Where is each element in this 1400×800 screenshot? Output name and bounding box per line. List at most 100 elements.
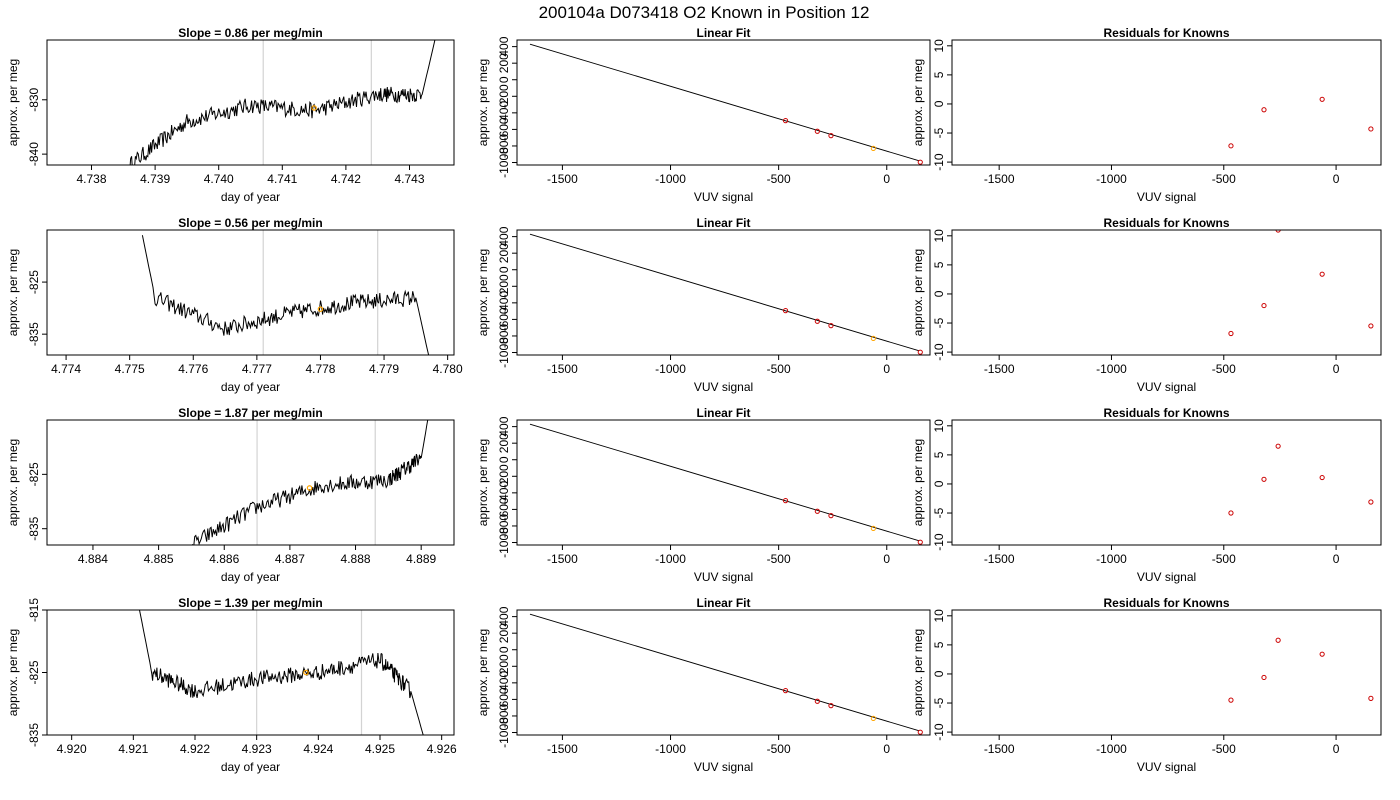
panel-title: Linear Fit: [696, 406, 750, 420]
y-tick-label: -5: [932, 697, 946, 708]
sample-marker: [303, 669, 309, 676]
y-axis-label: approx. per meg: [476, 629, 490, 716]
plot-frame: [516, 609, 931, 736]
y-tick-label: 0: [497, 266, 511, 273]
y-axis-label: approx. per meg: [476, 249, 490, 336]
y-tick-label: 5: [932, 641, 946, 648]
plot-area: [529, 613, 923, 735]
y-tick-label: -830: [27, 87, 41, 111]
plot-area: [1228, 96, 1374, 149]
x-tick-label: 4.924: [303, 742, 333, 756]
known-point: [917, 349, 923, 355]
y-axis-label: approx. per meg: [911, 439, 925, 526]
y-tick-label: -1000: [497, 337, 511, 368]
panel-fit-row2: Linear Fit-1500 -1000 -500 0-1000-800-600-4…: [476, 216, 931, 394]
residual-point: [1319, 271, 1325, 277]
y-tick-label: -10: [932, 533, 946, 551]
y-tick-label: -10: [932, 343, 946, 361]
y-tick-label: 200: [497, 623, 511, 643]
panel-title: Slope = 1.87 per meg/min: [178, 406, 322, 420]
x-axis-label: day of year: [221, 570, 280, 584]
y-tick-label: -200: [497, 84, 511, 108]
known-point: [814, 318, 820, 324]
x-tick-label: -500: [767, 742, 791, 756]
y-axis-label: approx. per meg: [911, 629, 925, 716]
x-tick-label: -1000: [655, 552, 686, 566]
y-tick-label: 400: [497, 606, 511, 626]
plot-frame: [951, 229, 1382, 356]
y-tick-label: 0: [932, 670, 946, 677]
x-tick-label: -1000: [1096, 552, 1127, 566]
highlight-point: [870, 145, 876, 151]
y-tick-label: -600: [497, 307, 511, 331]
known-point: [814, 508, 820, 514]
y-tick-label: -815: [27, 598, 41, 622]
panel-title: Linear Fit: [696, 26, 750, 40]
y-tick-label: -5: [932, 317, 946, 328]
panel-title: Residuals for Knowns: [1103, 216, 1229, 230]
y-tick-label: 10: [932, 39, 946, 53]
x-tick-label: 4.925: [365, 742, 395, 756]
residual-point: [1275, 230, 1281, 233]
x-tick-label: -500: [1212, 552, 1236, 566]
plot-area: [129, 40, 436, 165]
y-tick-label: -800: [497, 704, 511, 728]
residual-point: [1368, 695, 1374, 701]
plot-frame: [516, 39, 931, 166]
y-axis-label: approx. per meg: [911, 59, 925, 146]
x-tick-label: 4.779: [369, 362, 399, 376]
known-point: [814, 128, 820, 134]
y-tick-label: 5: [932, 451, 946, 458]
x-tick-label: -1000: [655, 742, 686, 756]
y-tick-label: -10: [932, 153, 946, 171]
trace-line: [129, 40, 436, 165]
x-tick-label: 4.780: [433, 362, 463, 376]
y-tick-label: -1000: [497, 147, 511, 178]
y-tick-label: 10: [932, 229, 946, 243]
x-tick-label: -500: [1212, 742, 1236, 756]
plot-area: [529, 423, 923, 545]
y-axis-label: approx. per meg: [6, 249, 20, 336]
y-axis-label: approx. per meg: [476, 439, 490, 526]
residual-point: [1368, 499, 1374, 505]
y-tick-label: 0: [497, 76, 511, 83]
residual-point: [1261, 476, 1267, 482]
fit-line: [529, 43, 920, 162]
x-tick-label: 4.921: [118, 742, 148, 756]
trace-line: [191, 420, 429, 545]
sample-marker: [317, 306, 324, 312]
y-tick-label: 0: [932, 100, 946, 107]
plot-area: [141, 230, 430, 355]
residual-point: [1228, 330, 1234, 337]
y-tick-label: -5: [932, 127, 946, 138]
x-tick-label: 4.738: [77, 172, 107, 186]
panel-trace-row4: Slope = 1.39 per meg/min 4.920 4.921 4.922 4…: [6, 596, 457, 774]
highlight-point: [870, 335, 876, 341]
x-tick-label: 4.923: [242, 742, 272, 756]
fit-line: [529, 613, 920, 732]
y-axis-label: approx. per meg: [6, 439, 20, 526]
x-tick-label: -1500: [984, 552, 1015, 566]
y-tick-label: -800: [497, 514, 511, 538]
x-tick-label: 4.886: [209, 552, 239, 566]
known-point: [828, 703, 834, 709]
x-axis-label: VUV signal: [694, 380, 753, 394]
x-axis-label: VUV signal: [694, 190, 753, 204]
x-axis-label: VUV signal: [1137, 190, 1196, 204]
y-tick-label: -10: [932, 723, 946, 741]
known-point: [917, 729, 923, 735]
known-point: [917, 539, 923, 545]
y-tick-label: -840: [27, 142, 41, 166]
known-point: [828, 513, 834, 519]
y-tick-label: -1000: [497, 527, 511, 558]
x-tick-label: -1500: [547, 172, 578, 186]
x-tick-label: 4.777: [242, 362, 272, 376]
y-tick-label: 400: [497, 416, 511, 436]
x-tick-label: 4.888: [341, 552, 371, 566]
y-tick-label: -400: [497, 291, 511, 315]
plot-frame: [516, 229, 931, 356]
x-tick-label: 4.743: [394, 172, 424, 186]
x-tick-label: -500: [767, 172, 791, 186]
plot-area: [1228, 637, 1374, 703]
